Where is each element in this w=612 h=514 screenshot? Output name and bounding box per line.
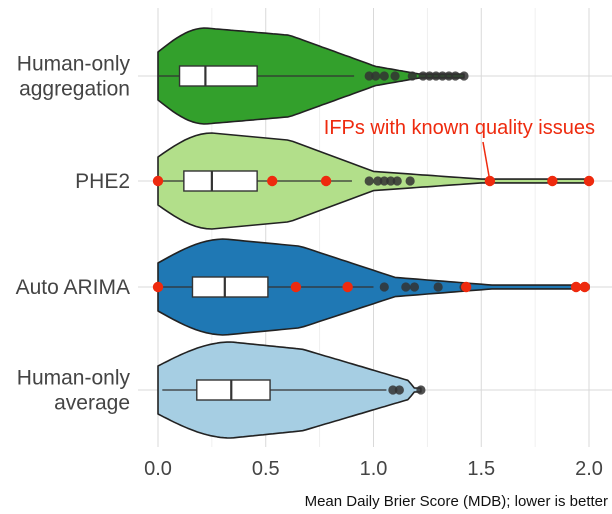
category-label: PHE2 — [75, 170, 130, 193]
outlier-point — [364, 176, 374, 186]
quality-issue-point — [570, 281, 582, 293]
x-tick-labels: 0.0 0.5 1.0 1.5 2.0 — [144, 458, 603, 480]
violin-group — [152, 132, 595, 230]
outlier-point — [416, 385, 426, 395]
violin-group — [152, 238, 590, 336]
quality-issue-point — [579, 281, 590, 293]
box — [196, 379, 271, 401]
quality-issue-point — [267, 175, 278, 187]
annotation-pointer — [482, 141, 490, 177]
outlier-point — [431, 71, 441, 81]
outlier-point — [386, 176, 396, 186]
x-tick-label: 1.5 — [467, 458, 495, 480]
category-label: Human-only — [17, 367, 131, 390]
outlier-point — [364, 71, 374, 81]
outlier-point — [437, 71, 448, 81]
quality-issue-point — [152, 175, 164, 187]
box — [183, 170, 258, 192]
category-label: average — [54, 392, 130, 415]
quality-issue-point — [320, 175, 332, 187]
annotation-text: IFPs with known quality issues — [324, 117, 595, 139]
quality-issue-point — [460, 281, 472, 293]
outlier-point — [409, 282, 420, 292]
outlier-point — [390, 71, 400, 81]
category-label: aggregation — [19, 78, 130, 101]
x-tick-label: 0.5 — [252, 458, 280, 480]
outlier-point — [418, 71, 428, 81]
outlier-point — [459, 71, 469, 81]
violins — [152, 27, 595, 439]
outlier-point — [407, 71, 417, 81]
outlier-point — [392, 176, 402, 186]
annotation: IFPs with known quality issues — [324, 117, 595, 177]
outlier-point — [379, 71, 389, 81]
outlier-point — [405, 176, 415, 186]
x-tick-label: 0.0 — [144, 458, 172, 480]
quality-issue-point — [583, 175, 595, 187]
quality-issue-point — [547, 175, 558, 187]
outlier-point — [450, 71, 460, 81]
category-label: Auto ARIMA — [16, 276, 130, 299]
category-label: Human-only — [17, 53, 131, 76]
outlier-point — [379, 176, 389, 186]
outlier-point — [379, 282, 389, 292]
outlier-point — [371, 71, 381, 81]
violin-group — [157, 27, 469, 125]
x-tick-label: 2.0 — [575, 458, 603, 480]
quality-issue-point — [484, 175, 496, 187]
quality-issue-point — [342, 281, 353, 293]
box — [191, 276, 269, 298]
outlier-point — [433, 282, 443, 292]
x-tick-label: 1.0 — [360, 458, 388, 480]
outlier-point — [444, 71, 454, 81]
x-axis-title: Mean Daily Brier Score (MDB); lower is b… — [305, 493, 608, 510]
outlier-point — [373, 176, 383, 186]
quality-issue-point — [290, 281, 302, 293]
outlier-point — [424, 71, 435, 81]
outlier-point — [401, 282, 411, 292]
box — [178, 65, 258, 87]
violin-group — [157, 341, 426, 439]
quality-issue-point — [152, 281, 164, 293]
outlier-point — [394, 385, 404, 395]
outlier-point — [388, 385, 398, 395]
